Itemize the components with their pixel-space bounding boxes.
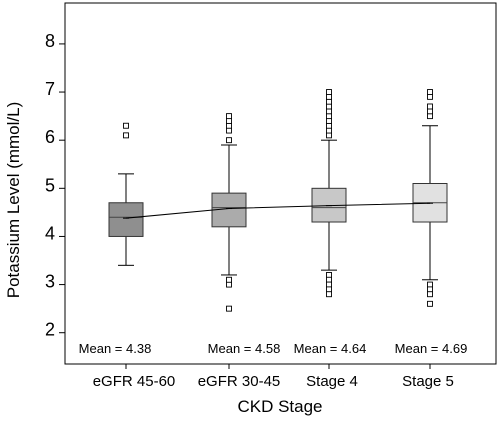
outlier-point bbox=[326, 132, 332, 139]
outlier-point bbox=[123, 132, 129, 139]
x-tick-label: Stage 5 bbox=[402, 373, 454, 390]
outlier-point bbox=[226, 305, 232, 312]
y-tick-label: 6 bbox=[45, 127, 55, 147]
outlier-point bbox=[123, 122, 129, 129]
box-3 bbox=[311, 89, 347, 298]
x-tick-label: eGFR 45-60 bbox=[93, 373, 176, 390]
mean-line-group bbox=[125, 202, 431, 219]
outlier-point bbox=[326, 113, 332, 120]
outlier-point bbox=[326, 281, 332, 288]
outlier-point bbox=[226, 113, 232, 120]
outlier-point bbox=[326, 93, 332, 100]
plot-frame bbox=[64, 2, 497, 365]
outlier-point bbox=[326, 272, 332, 278]
y-tick-label: 4 bbox=[45, 223, 55, 243]
outlier-point bbox=[326, 276, 332, 283]
y-axis: 2 3 4 5 6 7 8 bbox=[45, 31, 65, 340]
outlier-point bbox=[326, 127, 332, 134]
outlier-point bbox=[326, 122, 332, 129]
outlier-point bbox=[326, 103, 332, 110]
outlier-point bbox=[427, 113, 433, 120]
iqr-box bbox=[108, 202, 144, 237]
outlier-point bbox=[427, 291, 433, 298]
y-axis-title: Potassium Level (mmol/L) bbox=[4, 102, 23, 299]
outlier-point bbox=[326, 286, 332, 293]
outlier-point bbox=[226, 127, 232, 134]
y-tick-label: 3 bbox=[45, 272, 55, 292]
outlier-point bbox=[427, 93, 433, 100]
outlier-point bbox=[226, 122, 232, 129]
box-1 bbox=[108, 122, 144, 266]
outlier-point bbox=[226, 117, 232, 124]
box-2 bbox=[211, 113, 247, 312]
y-tick-label: 8 bbox=[45, 31, 55, 51]
outlier-point bbox=[326, 98, 332, 105]
y-tick-label: 5 bbox=[45, 175, 55, 195]
outlier-point bbox=[427, 89, 433, 95]
mean-trend-line bbox=[125, 202, 431, 219]
x-axis-title: CKD Stage bbox=[237, 397, 322, 416]
outlier-point bbox=[226, 276, 232, 283]
boxes-group bbox=[108, 89, 448, 312]
mean-label: Mean = 4.69 bbox=[395, 341, 468, 356]
x-tick-label: Stage 4 bbox=[306, 373, 358, 390]
mean-label: Mean = 4.64 bbox=[294, 341, 367, 356]
outlier-point bbox=[427, 300, 433, 307]
outlier-point bbox=[326, 291, 332, 298]
outlier-point bbox=[427, 281, 433, 288]
outlier-point bbox=[226, 137, 232, 144]
outlier-point bbox=[427, 108, 433, 115]
y-tick-label: 7 bbox=[45, 79, 55, 99]
x-tick-label: eGFR 30-45 bbox=[198, 373, 281, 390]
outlier-point bbox=[326, 89, 332, 95]
box-4 bbox=[412, 89, 448, 307]
outlier-point bbox=[226, 281, 232, 288]
y-tick-label: 2 bbox=[45, 320, 55, 340]
outlier-point bbox=[326, 117, 332, 124]
mean-labels-group: Mean = 4.38 Mean = 4.58 Mean = 4.64 Mean = … bbox=[79, 341, 468, 356]
outlier-point bbox=[326, 108, 332, 115]
outlier-point bbox=[427, 103, 433, 110]
mean-label: Mean = 4.38 bbox=[79, 341, 152, 356]
x-tick-labels: eGFR 45-60 eGFR 30-45 Stage 4 Stage 5 bbox=[93, 364, 454, 390]
outlier-point bbox=[427, 286, 433, 293]
mean-label: Mean = 4.58 bbox=[208, 341, 281, 356]
